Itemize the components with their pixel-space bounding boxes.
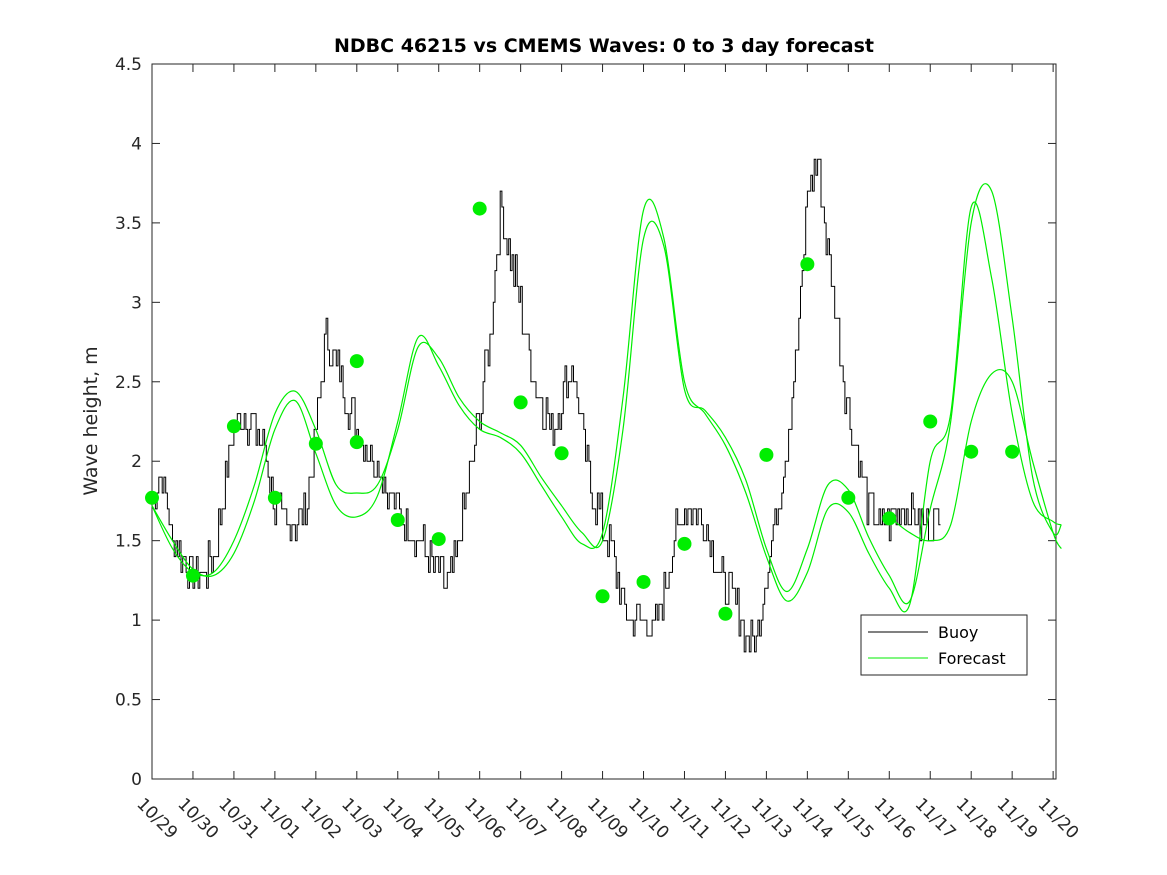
legend-buoy-label: Buoy bbox=[938, 623, 978, 642]
forecast-marker bbox=[923, 414, 938, 429]
forecast-line bbox=[151, 198, 1062, 613]
forecast-marker bbox=[226, 419, 241, 434]
forecast-marker bbox=[349, 435, 364, 450]
forecast-marker bbox=[882, 511, 897, 526]
y-axis: 0 0.5 1 1.5 2 2.5 3 3.5 4 4.5 bbox=[115, 55, 1056, 790]
forecast-markers bbox=[145, 201, 1020, 621]
forecast-marker bbox=[472, 201, 487, 216]
forecast-marker bbox=[800, 257, 815, 272]
forecast-marker bbox=[964, 444, 979, 459]
y-tick-label: 1.5 bbox=[115, 532, 142, 552]
forecast-marker bbox=[145, 490, 159, 505]
forecast-marker bbox=[636, 574, 651, 589]
y-tick-label: 4.5 bbox=[115, 55, 142, 75]
forecast-marker bbox=[677, 536, 692, 551]
y-tick-label: 0.5 bbox=[115, 691, 142, 711]
forecast-marker bbox=[349, 354, 364, 369]
y-axis-title: Wave height, m bbox=[80, 346, 102, 495]
y-tick-label: 3 bbox=[131, 293, 142, 313]
forecast-marker bbox=[390, 513, 405, 528]
legend: Buoy Forecast bbox=[860, 614, 1028, 676]
y-tick-label: 0 bbox=[131, 770, 142, 790]
y-tick-label: 2.5 bbox=[115, 373, 142, 393]
forecast-line bbox=[888, 368, 1062, 549]
legend-box bbox=[860, 614, 1028, 676]
legend-forecast-label: Forecast bbox=[938, 649, 1006, 668]
forecast-marker bbox=[554, 446, 569, 461]
y-tick-label: 4 bbox=[131, 134, 142, 154]
forecast-marker bbox=[431, 532, 446, 547]
y-tick-label: 3.5 bbox=[115, 214, 142, 234]
forecast-marker bbox=[267, 490, 282, 505]
forecast-marker bbox=[513, 395, 528, 410]
forecast-marker bbox=[718, 606, 733, 621]
y-tick-label: 1 bbox=[131, 611, 142, 631]
buoy-line bbox=[152, 158, 941, 653]
chart-title: NDBC 46215 vs CMEMS Waves: 0 to 3 day fo… bbox=[334, 35, 874, 57]
series-layer bbox=[151, 158, 1062, 653]
forecast-marker bbox=[185, 568, 200, 583]
forecast-marker bbox=[1005, 444, 1020, 459]
y-tick-label: 2 bbox=[131, 452, 142, 472]
forecast-marker bbox=[308, 436, 323, 451]
forecast-marker bbox=[841, 490, 856, 505]
forecast-marker bbox=[759, 447, 774, 462]
forecast-line bbox=[151, 183, 1062, 605]
forecast-marker bbox=[595, 589, 610, 604]
